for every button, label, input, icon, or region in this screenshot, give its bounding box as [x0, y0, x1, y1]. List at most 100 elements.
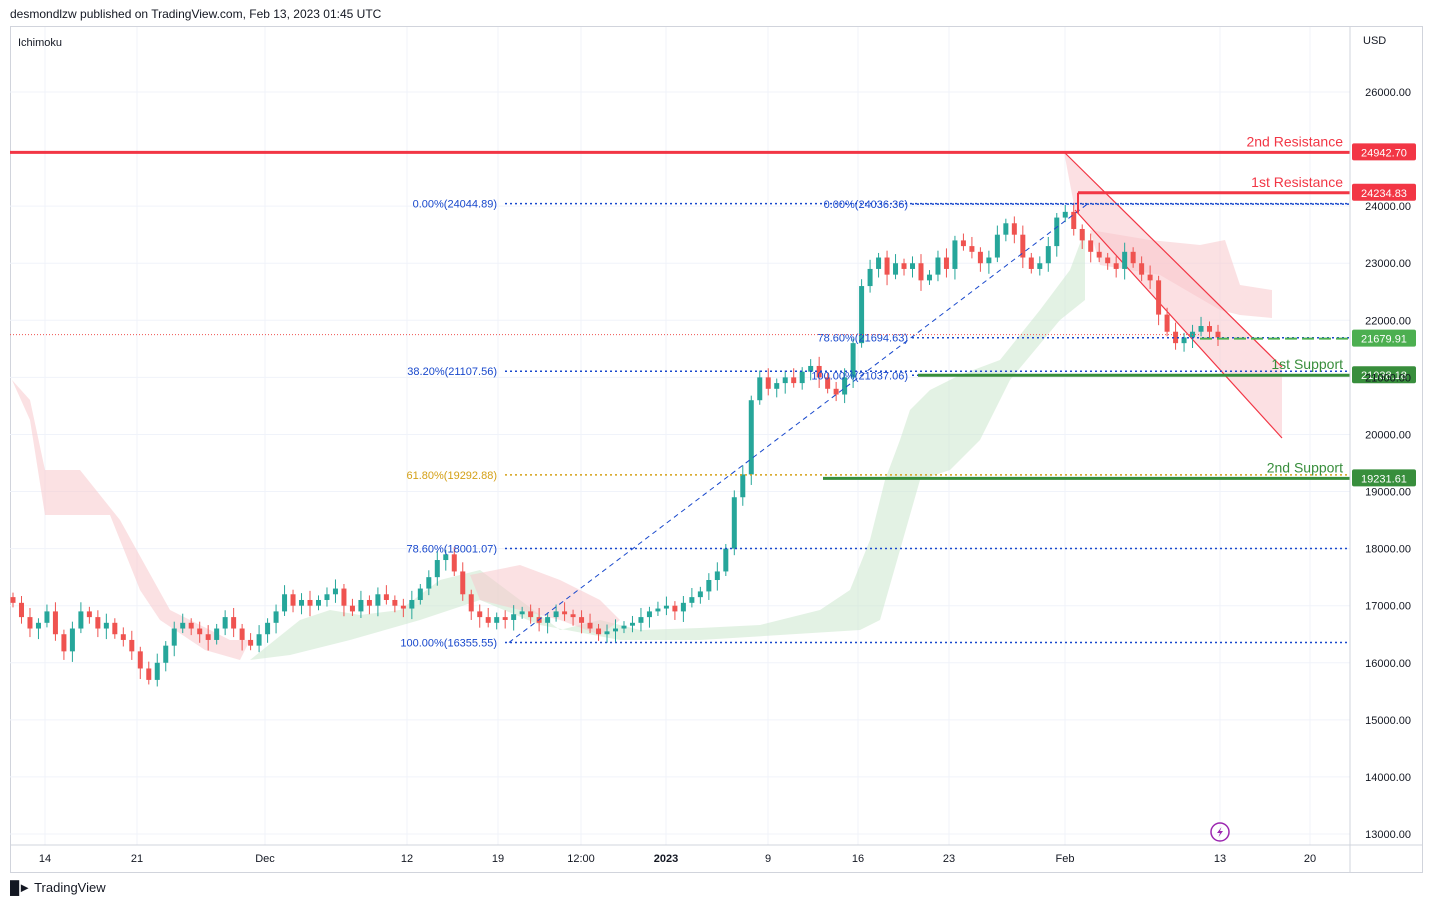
- footer-brand[interactable]: TradingView: [34, 880, 106, 895]
- candle-body: [1147, 274, 1153, 281]
- candles: [10, 202, 1221, 687]
- candle-body: [282, 594, 288, 612]
- candle-body: [341, 588, 347, 606]
- candle-body: [256, 634, 262, 646]
- candle-body: [876, 257, 882, 269]
- footer: █► TradingView: [10, 880, 106, 895]
- candle-body: [239, 628, 245, 640]
- lightning-icon[interactable]: [1210, 822, 1230, 842]
- candle-body: [290, 594, 296, 606]
- candle-body: [205, 634, 211, 640]
- candle-body: [519, 611, 525, 615]
- level-price-tag: [1352, 143, 1416, 161]
- candle-body: [417, 588, 423, 600]
- candle-body: [137, 651, 143, 669]
- candle-body: [163, 645, 169, 663]
- candle-body: [197, 628, 203, 635]
- candle-body: [307, 599, 313, 606]
- candle-body: [103, 622, 109, 629]
- candle-body: [774, 383, 780, 389]
- candle-body: [129, 639, 135, 652]
- candle-body: [926, 274, 932, 281]
- y-tick-label: 17000.00: [1365, 601, 1411, 613]
- candle-body: [799, 371, 805, 384]
- current-price-tag: [1352, 329, 1416, 347]
- candle-body: [248, 639, 254, 646]
- candle-body: [78, 611, 84, 629]
- candle-body: [485, 617, 491, 623]
- candle-body: [570, 614, 576, 618]
- candle-body: [850, 343, 856, 378]
- candle-body: [697, 591, 703, 598]
- grid: [10, 27, 1350, 845]
- y-tick-label: 16000.00: [1365, 658, 1411, 670]
- candle-body: [663, 605, 669, 609]
- candle-body: [825, 377, 831, 389]
- candle-body: [468, 594, 474, 612]
- level-price-label: 24942.70: [1361, 147, 1407, 159]
- candle-body: [646, 611, 652, 618]
- y-tick-label: 20000.00: [1365, 429, 1411, 441]
- candle-body: [1062, 211, 1068, 218]
- fibonacci-levels: 0.00%(24044.89) 38.20%(21107.56) 61.80%(19…: [400, 199, 1350, 649]
- x-tick-label: 14: [39, 853, 51, 865]
- fib-level-label: 61.80%(19292.88): [406, 470, 497, 482]
- candle-body: [69, 628, 75, 652]
- candle-body: [1045, 246, 1051, 264]
- candle-body: [562, 611, 568, 615]
- fib-level-label: 38.20%(21107.56): [407, 366, 497, 378]
- chart-panel[interactable]: [10, 26, 1423, 873]
- fib-trendline: [508, 203, 1089, 643]
- indicator-label: Ichimoku: [18, 37, 62, 49]
- candle-body: [409, 599, 415, 609]
- y-tick-label: 26000.00: [1365, 87, 1411, 99]
- candle-body: [265, 622, 271, 635]
- candle-body: [587, 622, 593, 629]
- candle-body: [180, 622, 186, 629]
- candle-body: [477, 611, 483, 618]
- fib-level-label: 78.60%(18001.07): [406, 544, 497, 556]
- candle-body: [960, 240, 966, 247]
- candle-body: [358, 599, 364, 612]
- candle-body: [1122, 251, 1128, 269]
- candle-body: [765, 377, 771, 389]
- x-tick-label: 19: [492, 853, 504, 865]
- candle-body: [545, 617, 551, 623]
- y-tick-label: 14000.00: [1365, 772, 1411, 784]
- candle-body: [315, 599, 321, 606]
- candle-body: [910, 263, 916, 269]
- candle-body: [1054, 217, 1060, 247]
- fib-level-label: 0.00%(24036.36): [824, 199, 908, 211]
- candle-body: [171, 628, 177, 646]
- candle-body: [842, 377, 848, 395]
- candle-body: [460, 571, 466, 595]
- x-tick-label: 16: [852, 853, 864, 865]
- candle-body: [1139, 263, 1145, 275]
- candle-body: [986, 257, 992, 264]
- candle-body: [299, 599, 305, 606]
- candle-body: [867, 268, 873, 287]
- candle-body: [935, 257, 941, 275]
- candle-body: [952, 240, 958, 269]
- candle-body: [146, 668, 152, 680]
- level-name: 1st Support: [1271, 356, 1343, 372]
- candle-body: [18, 602, 24, 618]
- level-name: 1st Resistance: [1251, 174, 1343, 190]
- candle-body: [154, 662, 160, 680]
- candle-body: [35, 622, 41, 629]
- candle-body: [621, 625, 627, 629]
- candle-body: [943, 257, 949, 269]
- tradingview-logo-icon[interactable]: █►: [10, 880, 31, 895]
- currency-label: USD: [1363, 35, 1386, 47]
- candle-body: [901, 263, 907, 269]
- level-price-tag: [1352, 469, 1416, 487]
- candle-body: [1096, 251, 1102, 258]
- candle-body: [273, 611, 279, 623]
- candle-body: [816, 365, 822, 378]
- candle-body: [893, 263, 899, 275]
- candle-body: [392, 599, 398, 606]
- channel-fill: [1064, 152, 1282, 438]
- x-tick-label: 9: [765, 853, 771, 865]
- candle-body: [731, 497, 737, 549]
